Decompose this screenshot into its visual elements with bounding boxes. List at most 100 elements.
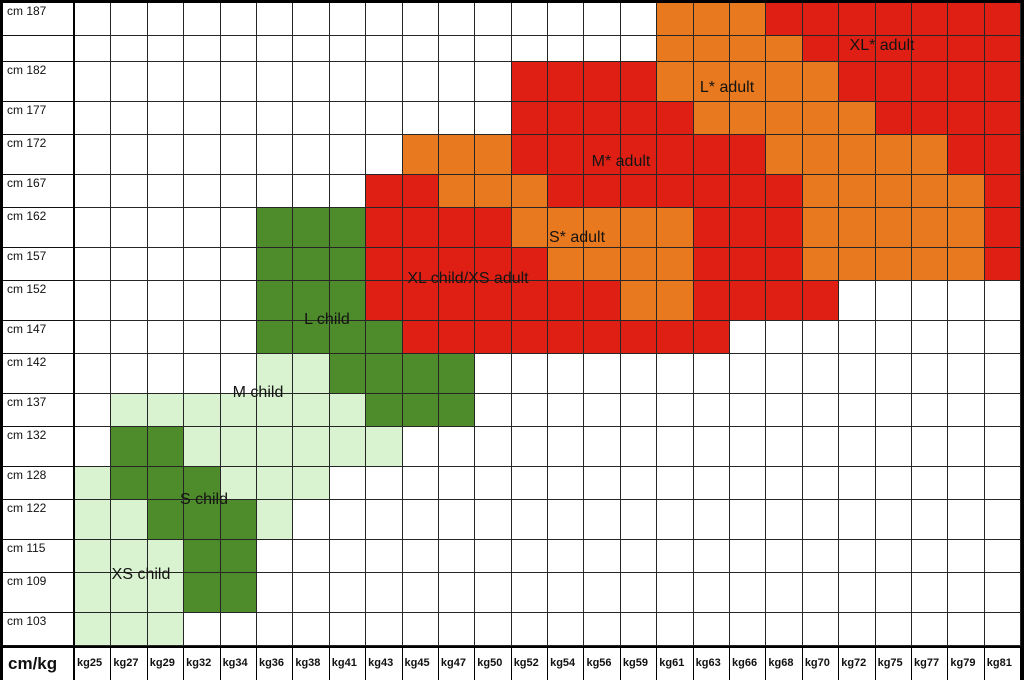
grid-cell — [984, 613, 1022, 646]
grid-cell — [293, 135, 330, 175]
grid-cell — [657, 248, 694, 281]
grid-cell — [948, 321, 985, 354]
grid-cell — [402, 102, 439, 135]
grid-cell — [293, 354, 330, 394]
grid-cell — [548, 281, 585, 321]
grid-cell — [366, 135, 403, 175]
grid-cell — [256, 36, 294, 62]
grid-cell — [766, 321, 803, 354]
axis-label: kg59 — [620, 648, 658, 680]
grid-cell — [693, 175, 731, 208]
grid-cell — [220, 427, 257, 467]
grid-cell — [220, 321, 257, 354]
row-label: cm 142 — [3, 354, 75, 394]
grid-cell — [293, 394, 330, 427]
grid-cell — [366, 573, 403, 613]
axis-label: kg41 — [329, 648, 367, 680]
grid-cell — [147, 248, 185, 281]
grid-cell — [256, 3, 294, 36]
grid-cell — [147, 500, 185, 540]
grid-cell — [911, 208, 949, 248]
axis-label: kg77 — [911, 648, 949, 680]
grid-cell — [657, 135, 694, 175]
grid-cell — [875, 281, 912, 321]
grid-cell — [366, 36, 403, 62]
grid-cell — [766, 3, 803, 36]
grid-cell — [584, 427, 621, 467]
grid-row: cm 157 — [3, 248, 1022, 281]
grid-cell — [620, 467, 658, 500]
grid-cell — [293, 208, 330, 248]
grid-cell — [657, 613, 694, 646]
grid-cell — [730, 394, 767, 427]
grid-cell — [984, 208, 1022, 248]
grid-cell — [584, 248, 621, 281]
grid-cell — [475, 175, 512, 208]
grid-cell — [475, 3, 512, 36]
grid-cell — [620, 500, 658, 540]
axis-label: kg79 — [948, 648, 985, 680]
grid-cell — [147, 467, 185, 500]
grid-cell — [438, 540, 476, 573]
grid-cell — [875, 248, 912, 281]
grid-cell — [256, 135, 294, 175]
grid-cell — [839, 248, 876, 281]
row-label: cm 132 — [3, 427, 75, 467]
grid-cell — [329, 394, 367, 427]
grid-cell — [984, 573, 1022, 613]
grid-cell — [802, 321, 840, 354]
grid-cell — [693, 540, 731, 573]
grid-cell — [475, 394, 512, 427]
grid-cell — [402, 321, 439, 354]
grid-cell — [693, 321, 731, 354]
axis-label: kg70 — [802, 648, 840, 680]
grid-cell — [329, 135, 367, 175]
grid-cell — [256, 467, 294, 500]
grid-cell — [584, 62, 621, 102]
grid-cell — [438, 208, 476, 248]
grid-cell — [657, 540, 694, 573]
grid-cell — [984, 467, 1022, 500]
grid-cell — [402, 135, 439, 175]
grid-cell — [584, 175, 621, 208]
grid-cell — [584, 613, 621, 646]
row-label: cm 172 — [3, 135, 75, 175]
grid-cell — [657, 281, 694, 321]
row-label: cm 157 — [3, 248, 75, 281]
grid-cell — [293, 102, 330, 135]
grid-cell — [620, 102, 658, 135]
grid-cell — [730, 281, 767, 321]
grid-cell — [657, 3, 694, 36]
grid-cell — [75, 500, 112, 540]
grid-cell — [802, 208, 840, 248]
grid-cell — [730, 467, 767, 500]
grid-cell — [184, 573, 221, 613]
grid-cell — [766, 102, 803, 135]
grid-cell — [329, 36, 367, 62]
grid-cell — [948, 248, 985, 281]
grid-cell — [802, 102, 840, 135]
row-label: cm 147 — [3, 321, 75, 354]
grid-cell — [984, 281, 1022, 321]
grid-cell — [75, 36, 112, 62]
grid-cell — [730, 208, 767, 248]
grid-cell — [293, 248, 330, 281]
grid-cell — [548, 467, 585, 500]
grid-cell — [839, 62, 876, 102]
axis-label: kg50 — [475, 648, 512, 680]
grid-cell — [511, 208, 549, 248]
grid-cell — [147, 36, 185, 62]
axis-label: kg61 — [657, 648, 694, 680]
grid-cell — [948, 36, 985, 62]
grid-row: cm 128 — [3, 467, 1022, 500]
grid-cell — [329, 467, 367, 500]
grid-cell — [111, 175, 148, 208]
grid-row: cm 142 — [3, 354, 1022, 394]
grid-cell — [256, 248, 294, 281]
grid-cell — [438, 175, 476, 208]
grid-cell — [366, 500, 403, 540]
grid-cell — [730, 36, 767, 62]
grid-cell — [948, 62, 985, 102]
grid-cell — [147, 135, 185, 175]
grid-cell — [839, 613, 876, 646]
